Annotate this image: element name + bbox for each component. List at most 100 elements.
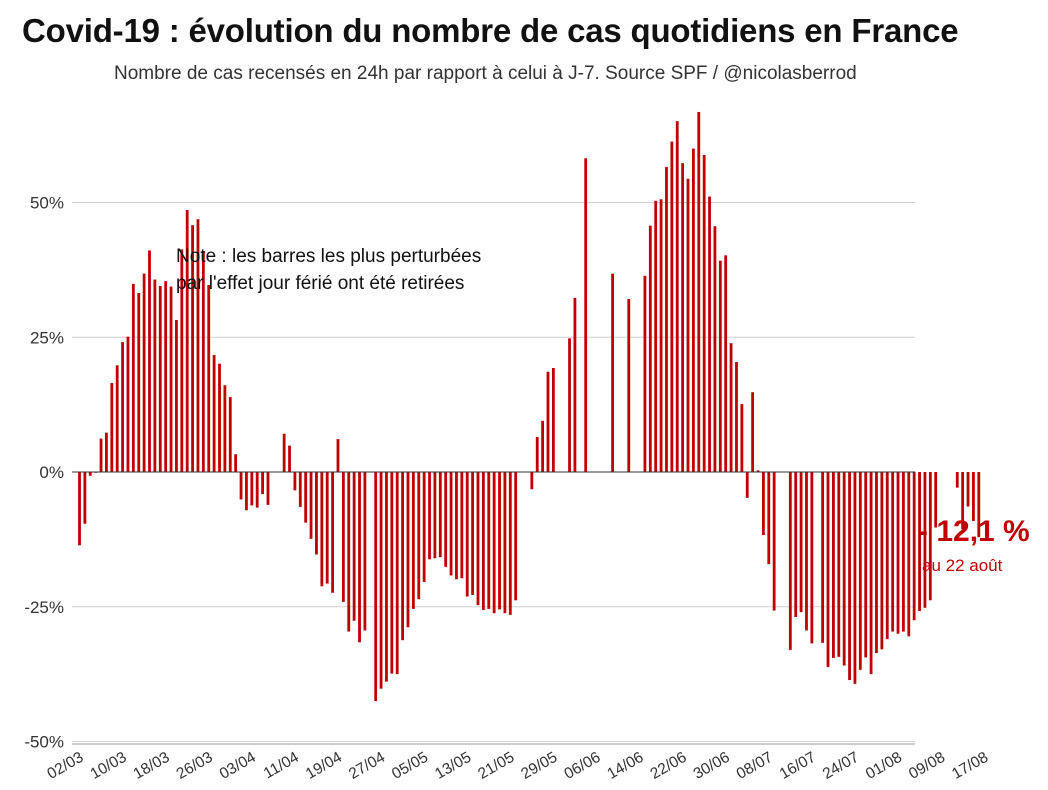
bar bbox=[568, 338, 571, 472]
bar bbox=[83, 472, 87, 524]
bar bbox=[121, 342, 124, 472]
bar bbox=[449, 472, 453, 576]
bar bbox=[708, 196, 711, 472]
bar bbox=[379, 472, 383, 689]
bar bbox=[444, 472, 448, 567]
x-tick-label: 26/03 bbox=[174, 749, 216, 783]
bar bbox=[148, 250, 151, 472]
bar bbox=[794, 472, 798, 617]
bar bbox=[401, 472, 404, 641]
bar bbox=[481, 472, 485, 610]
bar bbox=[853, 472, 857, 684]
bar bbox=[724, 255, 728, 472]
bar bbox=[126, 336, 130, 472]
bar bbox=[805, 472, 808, 631]
bar bbox=[137, 293, 141, 472]
bar bbox=[293, 472, 297, 491]
bar bbox=[88, 472, 92, 476]
bar bbox=[821, 472, 825, 643]
bar bbox=[514, 472, 518, 601]
bar bbox=[530, 472, 534, 490]
bar bbox=[417, 472, 421, 600]
bar bbox=[648, 225, 652, 472]
bar bbox=[460, 472, 464, 579]
bar bbox=[546, 371, 550, 472]
bar bbox=[223, 385, 227, 472]
bar bbox=[309, 472, 313, 539]
bar bbox=[880, 472, 884, 650]
bar bbox=[175, 320, 178, 472]
bar bbox=[896, 472, 900, 634]
last-value-callout: - 12,1 % bbox=[918, 515, 1030, 548]
bar bbox=[115, 365, 119, 472]
bar bbox=[697, 111, 701, 472]
bar bbox=[508, 472, 512, 615]
bar bbox=[131, 283, 135, 472]
bar bbox=[740, 404, 744, 472]
bar bbox=[245, 472, 248, 511]
bar bbox=[110, 383, 114, 472]
bar bbox=[180, 249, 184, 472]
bar bbox=[363, 472, 367, 631]
bar bbox=[218, 363, 221, 472]
x-tick-label: 22/06 bbox=[648, 749, 690, 783]
x-tick-label: 06/06 bbox=[561, 749, 603, 783]
x-tick-label: 02/03 bbox=[44, 749, 86, 783]
chart-subtitle: Nombre de cas recensés en 24h par rappor… bbox=[114, 63, 857, 84]
bar bbox=[298, 472, 302, 508]
bar bbox=[772, 472, 776, 611]
bar bbox=[611, 273, 615, 472]
bar bbox=[99, 438, 103, 472]
bar bbox=[535, 436, 539, 472]
gridlines bbox=[72, 202, 915, 745]
bar bbox=[751, 392, 755, 472]
bar bbox=[858, 472, 862, 670]
bar bbox=[358, 472, 361, 643]
bar bbox=[169, 286, 173, 472]
bar bbox=[455, 472, 458, 580]
bar bbox=[729, 343, 733, 472]
x-tick-label: 05/05 bbox=[389, 749, 431, 783]
bar bbox=[627, 298, 631, 472]
bar bbox=[923, 472, 927, 608]
bar bbox=[341, 472, 345, 602]
bar bbox=[902, 472, 905, 632]
bar bbox=[745, 472, 749, 498]
bar bbox=[234, 454, 238, 472]
bar bbox=[756, 470, 760, 472]
bar bbox=[476, 472, 480, 606]
bar bbox=[304, 472, 308, 523]
bar bbox=[713, 226, 717, 472]
bar bbox=[826, 472, 830, 668]
bar bbox=[702, 155, 706, 472]
bar bbox=[934, 472, 938, 528]
bar bbox=[347, 472, 351, 632]
bar bbox=[78, 472, 81, 546]
x-tick-label: 03/04 bbox=[217, 749, 259, 783]
bar bbox=[212, 355, 216, 472]
bar bbox=[487, 472, 491, 609]
bar bbox=[196, 219, 200, 472]
bar bbox=[465, 472, 469, 597]
bar bbox=[977, 472, 981, 538]
bar bbox=[261, 472, 264, 495]
x-tick-label: 16/07 bbox=[777, 749, 819, 783]
bar bbox=[207, 284, 211, 472]
bar bbox=[320, 472, 324, 587]
bar bbox=[788, 472, 792, 650]
bar bbox=[659, 199, 663, 472]
bar bbox=[869, 472, 873, 675]
chart-note: Note : les barres les plus perturbées pa… bbox=[176, 246, 482, 294]
bar bbox=[691, 148, 695, 472]
bar bbox=[282, 433, 286, 472]
bar bbox=[433, 472, 437, 559]
bar bbox=[864, 472, 868, 658]
x-tick-label: 09/08 bbox=[906, 749, 948, 783]
bar bbox=[837, 472, 841, 657]
bar bbox=[767, 472, 771, 565]
x-tick-label: 11/04 bbox=[261, 749, 302, 783]
bar bbox=[718, 260, 722, 472]
bar bbox=[471, 472, 474, 595]
x-tick-label: 30/06 bbox=[691, 749, 733, 783]
bar bbox=[250, 472, 254, 506]
